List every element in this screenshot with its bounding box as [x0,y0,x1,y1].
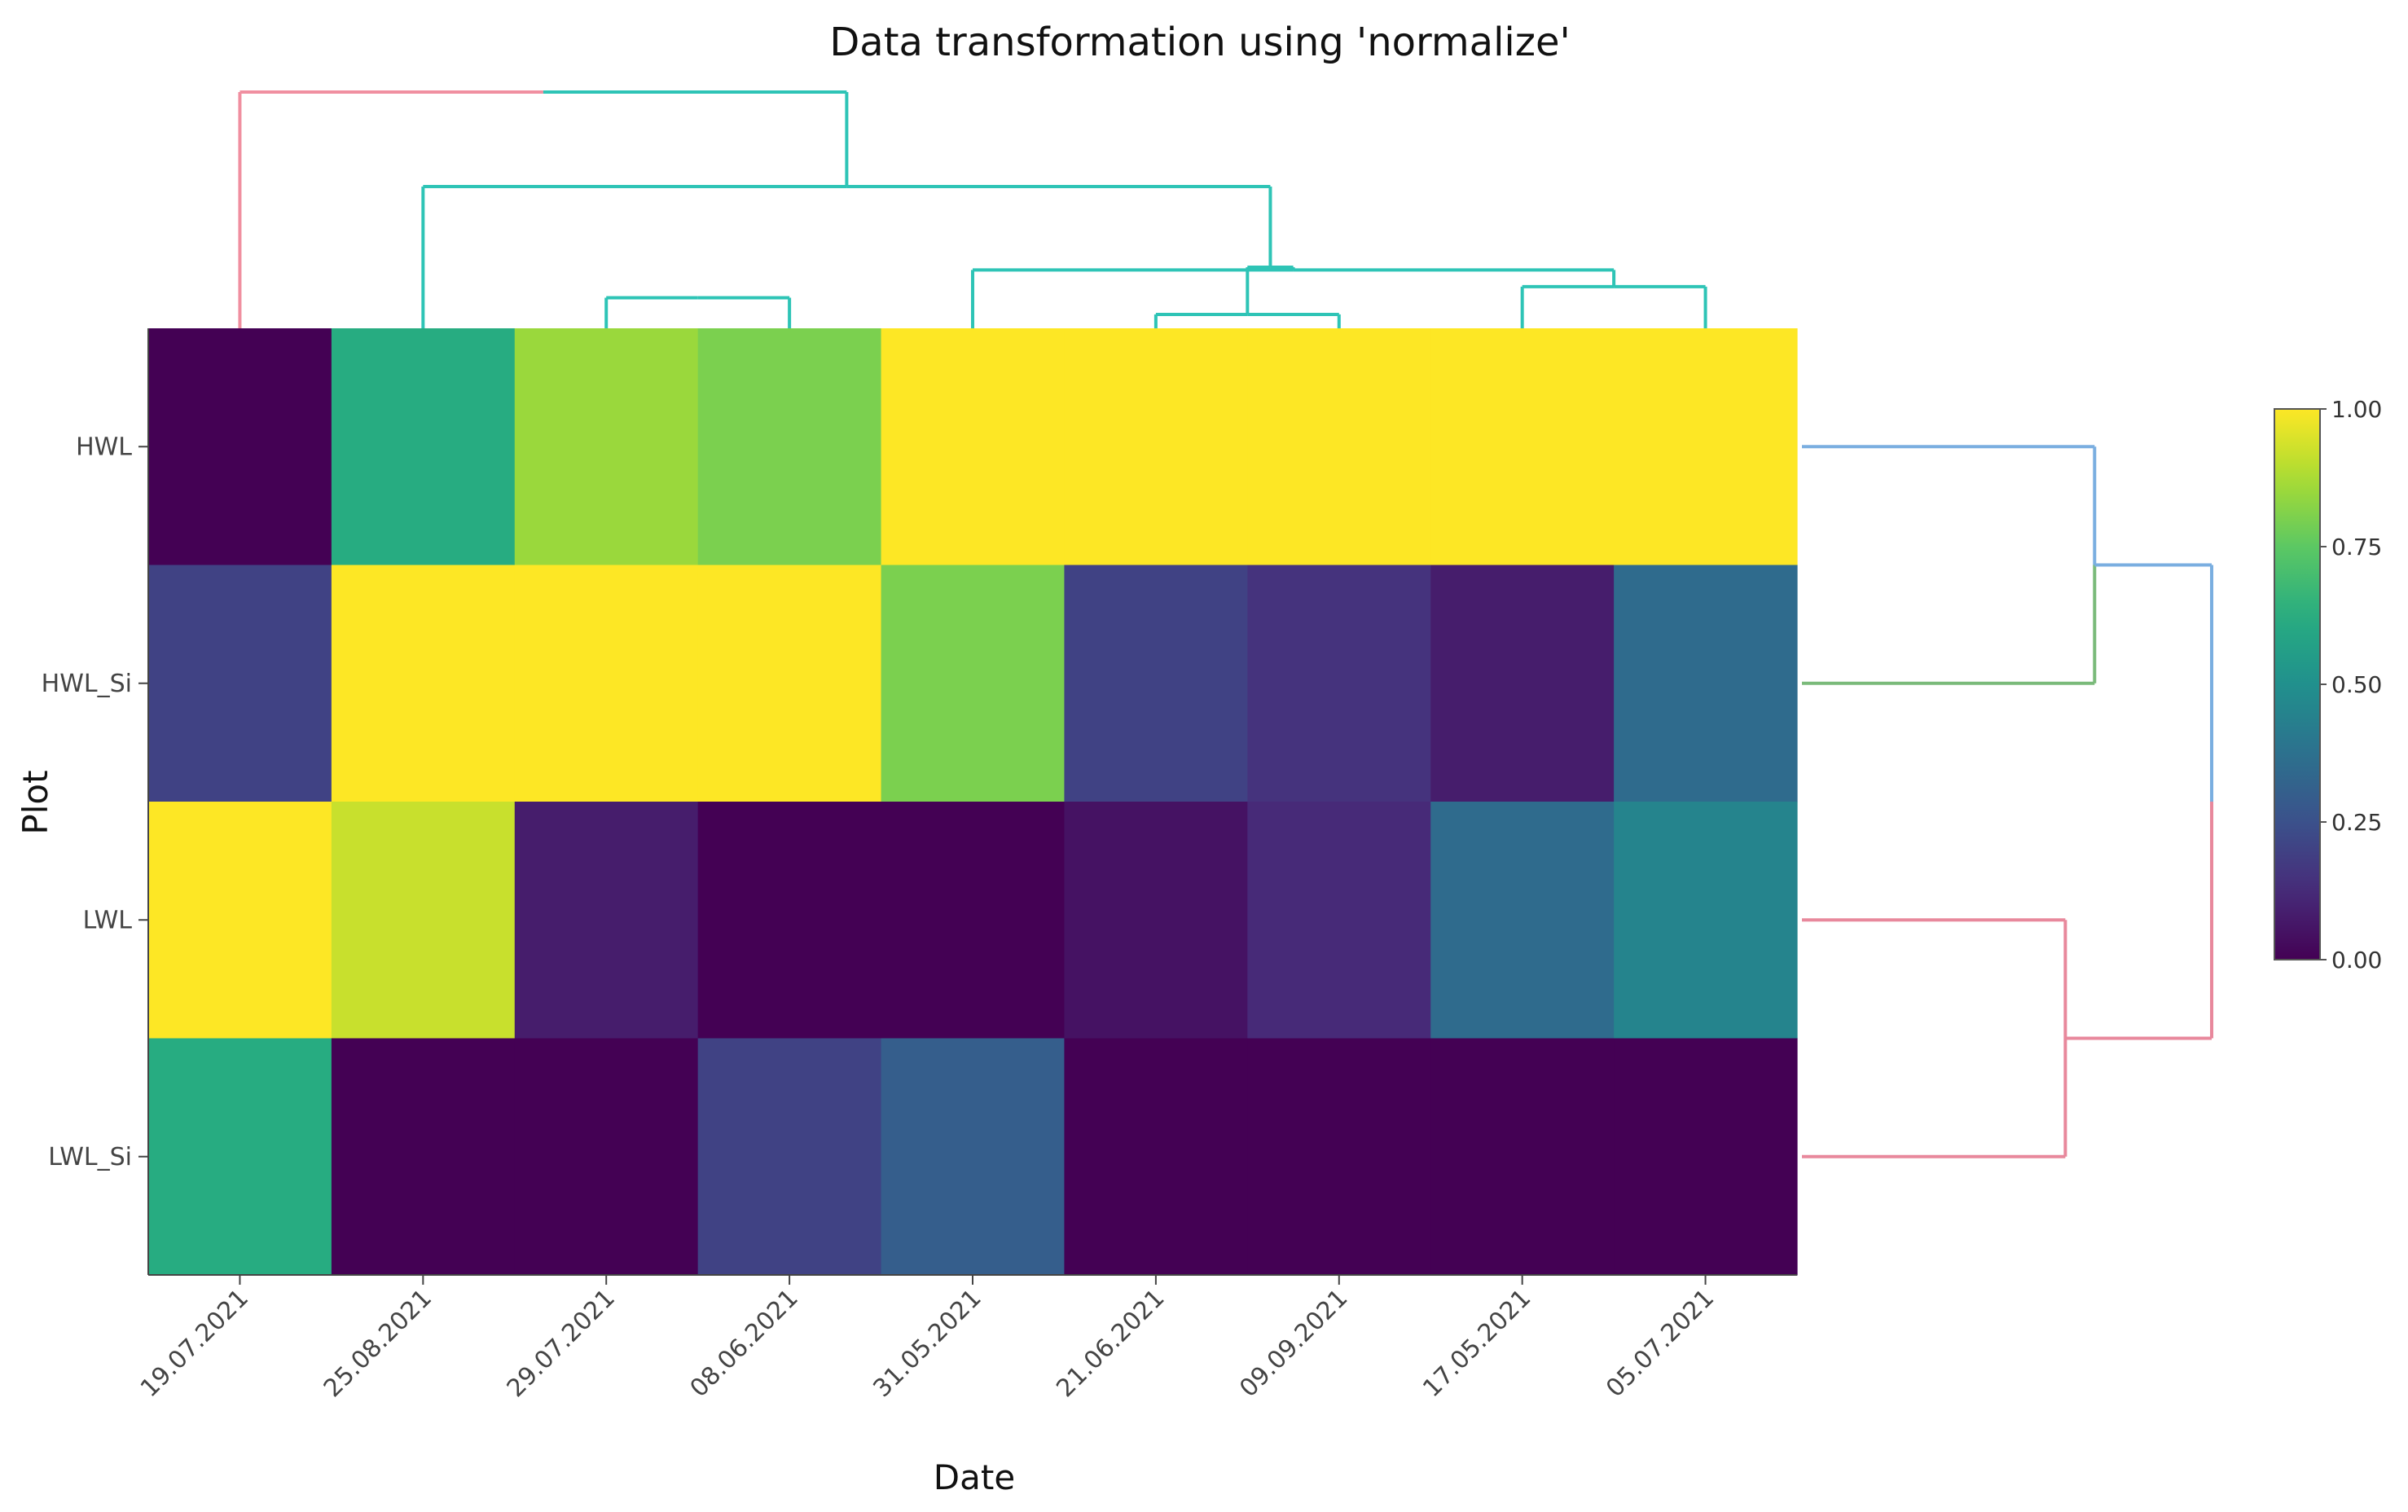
heatmap-cell-hwl-6 [1064,328,1248,566]
heatmap-cell-hwl-9 [1614,328,1798,566]
row-dendrogram [1802,445,2213,1158]
heatmap-cell-hwl-7 [1247,328,1431,566]
x-tick-label: 25.08.2021 [319,1284,437,1403]
colorbar-gradient [2274,408,2321,960]
x-tick-label: 08.06.2021 [685,1284,804,1403]
heatmap-cell-hwl-3 [514,328,699,566]
heatmap-cell-lwl-5 [881,802,1066,1040]
heatmap-cell-hwl-5 [881,328,1066,566]
colorbar-tick-label: 0.50 [2331,671,2382,698]
column-dendrogram [238,90,1707,328]
y-axis-title: Plot [15,770,55,834]
y-tick-label: HWL [76,433,132,461]
heatmap-cell-lwl_si-4 [697,1038,882,1276]
heatmap-cell-lwl_si-9 [1614,1038,1798,1276]
heatmap-cell-lwl-7 [1247,802,1431,1040]
heatmap-cell-lwl-3 [514,802,699,1040]
x-tick-label: 17.05.2021 [1417,1284,1536,1403]
x-tick-label: 31.05.2021 [868,1284,986,1403]
heatmap-cell-hwl_si-6 [1064,565,1248,802]
heatmap-cell-lwl-8 [1430,802,1615,1040]
x-tick-label: 05.07.2021 [1601,1284,1720,1403]
x-tick-label: 09.09.2021 [1234,1284,1353,1403]
heatmap-cell-lwl-1 [148,802,332,1040]
heatmap-cell-hwl_si-8 [1430,565,1615,802]
y-tick-label: LWL_Si [48,1143,132,1171]
heatmap-cell-lwl-6 [1064,802,1248,1040]
y-tick-label: HWL_Si [42,670,132,698]
heatmap-cell-hwl_si-1 [148,565,332,802]
x-tick-label: 19.07.2021 [135,1284,254,1403]
colorbar: 0.00 0.25 0.50 0.75 1.00 [2274,396,2382,974]
y-tick-label: LWL [83,906,133,934]
heatmap-cell-lwl-9 [1614,802,1798,1040]
heatmap-cell-lwl_si-7 [1247,1038,1431,1276]
x-tick-label: 29.07.2021 [502,1284,621,1403]
heatmap-cell-hwl-2 [331,328,516,566]
y-axis-ticks: HWL HWL_Si LWL LWL_Si [42,433,148,1171]
heatmap-cell-hwl_si-9 [1614,565,1798,802]
heatmap-cell-lwl-2 [331,802,516,1040]
heatmap-cell-hwl_si-2 [331,565,516,802]
heatmap-cell-lwl_si-8 [1430,1038,1615,1276]
colorbar-tick-label: 0.75 [2331,534,2382,560]
chart-title: Data transformation using 'normalize' [829,20,1570,65]
heatmap-cell-lwl_si-3 [514,1038,699,1276]
colorbar-tick-label: 0.00 [2331,947,2382,974]
heatmap-cell-hwl_si-7 [1247,565,1431,802]
colorbar-tick-label: 1.00 [2331,396,2382,423]
heatmap-cell-hwl-8 [1430,328,1615,566]
x-axis-ticks: 19.07.2021 25.08.2021 29.07.2021 08.06.2021… [135,1275,1720,1403]
heatmap-cell-hwl_si-5 [881,565,1066,802]
heatmap-cell-lwl_si-1 [148,1038,332,1276]
heatmap-cell-lwl_si-6 [1064,1038,1248,1276]
heatmap-cell-hwl-1 [148,328,332,566]
heatmap-cell-lwl_si-2 [331,1038,516,1276]
heatmap-cell-lwl-4 [697,802,882,1040]
heatmap-cell-lwl_si-5 [881,1038,1066,1276]
heatmap-cell-hwl-4 [697,328,882,566]
heatmap-cell-hwl_si-3 [514,565,699,802]
x-tick-label: 21.06.2021 [1051,1284,1170,1403]
x-axis-title: Date [934,1457,1015,1497]
colorbar-tick-label: 0.25 [2331,809,2382,836]
heatmap-cells [148,328,1798,1276]
heatmap-cell-hwl_si-4 [697,565,882,802]
